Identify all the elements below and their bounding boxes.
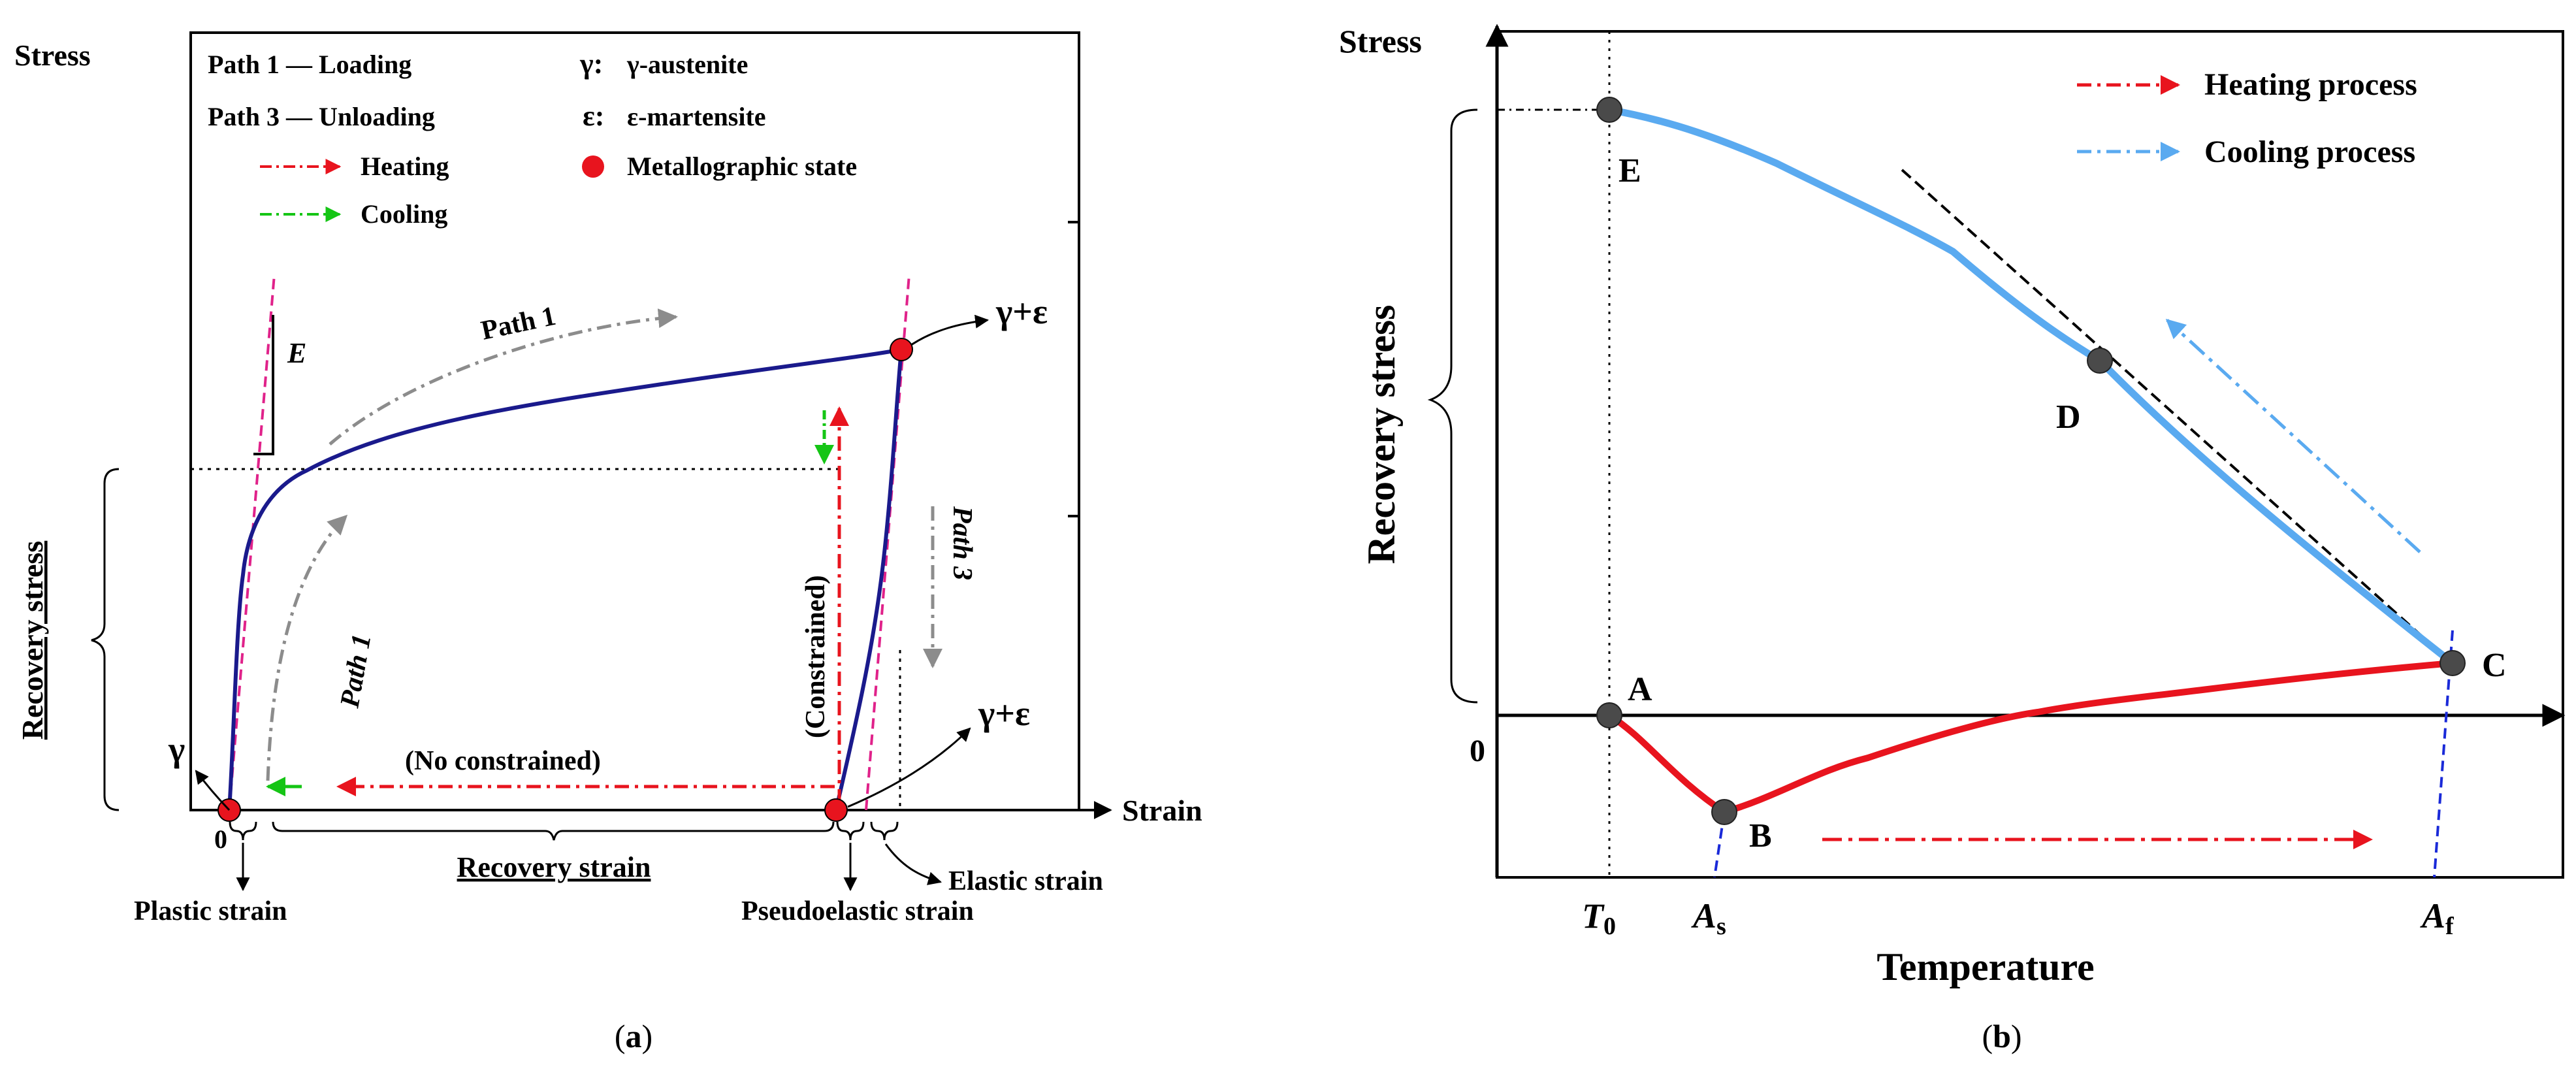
panel-b-y-axis-label: Stress [1339,23,1422,59]
gamma-eps-top-label: γ+ε [995,292,1048,331]
point-label-E: E [1618,152,1641,189]
tangent-line [1901,169,2453,664]
As-boundary-line [1713,811,1726,878]
point-B [1711,799,1737,825]
state-marker-unloaded [824,798,848,822]
panel-a-caption: (a) [615,1018,652,1054]
legend-epsilon-text: ε-martensite [627,102,766,131]
point-C [2439,650,2466,676]
state-marker-peak [890,338,913,361]
unloading-curve [834,349,903,811]
elastic-strain-brace [870,821,899,841]
legend-cooling-process-label: Cooling process [2204,135,2415,169]
legend-path3: Path 3 — Unloading [208,102,435,131]
panel-a-x-axis-label: Strain [1122,794,1202,827]
elastic-strain-label: Elastic strain [948,866,1103,896]
recovery-stress-brace [91,468,120,811]
legend-epsilon-symbol: ε: [583,100,604,132]
panel-b-y-title: Recovery stress [1360,304,1403,564]
path1-lower-label: Path 1 [334,632,377,710]
point-E [1596,97,1622,123]
gamma-eps-top-pointer [910,314,990,346]
path3-label: Path 3 [947,506,977,580]
tick-Af: Af [2420,896,2455,940]
panel-a: Stress Strain 0 Path 1 — Loading Path 3 … [14,31,1202,1054]
path1-arrow-upper [329,308,678,446]
point-A [1596,702,1622,728]
slope-label-E: E [287,337,306,369]
heating-curve [1607,660,2453,816]
recovery-stress-label: Recovery stress [16,541,49,740]
gamma-pointer [195,770,231,811]
panel-b-origin-label: 0 [1470,734,1485,768]
point-D [2087,348,2113,374]
legend-cooling-label: Cooling [361,199,447,229]
legend-state-marker [582,155,604,178]
elastic-strain-pointer [884,843,942,885]
plastic-strain-label: Plastic strain [134,896,287,926]
cooling-process-arrow [2165,318,2421,553]
point-label-C: C [2482,647,2507,684]
point-label-A: A [1628,671,1652,708]
tick-As: As [1691,896,1726,940]
gamma-label: γ [168,730,185,769]
no-constrained-label: (No constrained) [405,746,601,776]
panel-b: Stress Temperature 0 Recovery stress Hea… [1339,23,2566,1054]
cooling-curve [1609,106,2455,666]
legend-state-label: Metallographic state [627,152,857,181]
gamma-eps-bottom-label: γ+ε [978,694,1030,733]
legend-gamma-text: γ-austenite [626,50,748,79]
panel-b-caption: (b) [1982,1018,2021,1054]
path1-arrow-lower [266,514,348,781]
tick-T0: T0 [1582,896,1616,940]
panel-a-frame [189,31,1080,811]
point-label-B: B [1749,817,1772,854]
legend-path1: Path 1 — Loading [208,50,411,79]
panel-b-x-axis-label: Temperature [1876,945,2094,988]
legend-gamma-symbol: γ: [579,48,603,80]
panel-a-origin-label: 0 [214,824,227,854]
legend-heating-label: Heating [361,152,449,181]
point-label-D: D [2056,399,2081,436]
panel-a-y-axis-label: Stress [14,39,91,72]
gamma-eps-bottom-pointer [847,727,971,808]
panel-b-recovery-brace [1427,108,1478,704]
pseudoelastic-strain-brace [836,821,865,841]
plastic-strain-brace [229,821,257,841]
modulus-line-left [228,274,276,811]
legend-heating-process-label: Heating process [2204,67,2417,102]
pseudoelastic-strain-label: Pseudoelastic strain [741,896,974,926]
recovery-strain-brace [272,821,835,841]
loading-curve [227,348,902,811]
constrained-label: (Constrained) [801,575,831,738]
recovery-strain-label: Recovery strain [457,851,651,883]
slope-mark-E [253,315,274,455]
